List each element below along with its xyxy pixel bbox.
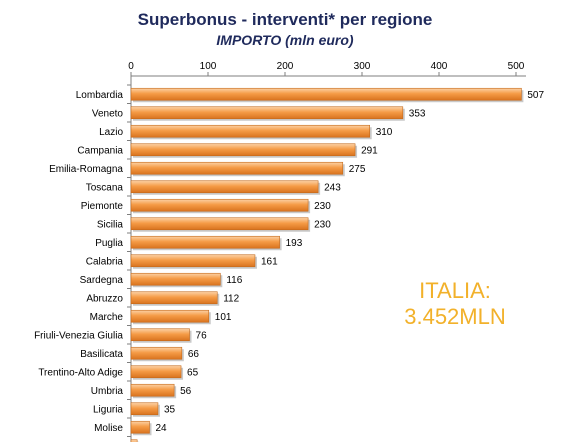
x-tick-label: 500 — [508, 61, 525, 72]
value-label: 243 — [324, 182, 341, 193]
bar — [130, 346, 183, 360]
bar — [130, 272, 221, 286]
category-label: Abruzzo — [86, 293, 123, 304]
category-label: Umbria — [91, 386, 124, 397]
value-label: 101 — [215, 312, 232, 323]
bar — [130, 291, 218, 305]
category-label: Marche — [90, 312, 124, 323]
value-label: 310 — [376, 127, 393, 138]
bar — [130, 254, 256, 268]
x-tick-label: 100 — [200, 61, 217, 72]
value-label: 65 — [187, 367, 199, 378]
bar — [130, 439, 138, 442]
bar — [130, 365, 182, 379]
category-label: Trentino-Alto Adige — [38, 367, 123, 378]
bar — [130, 106, 404, 120]
value-label: 35 — [164, 404, 176, 415]
value-label: 116 — [226, 275, 242, 286]
italia-total-value: 3.452MLN — [404, 304, 506, 329]
x-tick-label: 300 — [354, 61, 371, 72]
value-label: 275 — [349, 164, 366, 175]
bar — [130, 309, 210, 323]
bar-layer: 507 353 310 291 275 243 230 230 193 161 116 112 101 7… — [130, 87, 545, 442]
bar — [130, 161, 344, 175]
bar — [130, 383, 175, 397]
value-label: 230 — [314, 201, 331, 212]
bar — [130, 124, 370, 138]
value-label: 230 — [314, 219, 331, 230]
category-label: Liguria — [93, 404, 123, 415]
category-label: Friuli-Venezia Giulia — [34, 330, 123, 341]
category-label: Basilicata — [80, 349, 123, 360]
category-label: Sardegna — [80, 275, 124, 286]
value-label: 291 — [361, 145, 378, 156]
x-tick-label: 400 — [431, 61, 448, 72]
bar — [130, 420, 150, 434]
chart-subtitle: IMPORTO (mln euro) — [216, 32, 354, 48]
value-label: 507 — [527, 90, 544, 101]
category-label: Toscana — [86, 182, 124, 193]
x-tick-label: 200 — [277, 61, 294, 72]
category-label: Piemonte — [81, 201, 124, 212]
value-label: 56 — [180, 386, 192, 397]
value-label: 193 — [286, 238, 303, 249]
value-label: 353 — [409, 108, 426, 119]
bar — [130, 143, 356, 157]
category-label: Campania — [77, 145, 123, 156]
value-label: 66 — [188, 349, 200, 360]
category-label: Calabria — [86, 256, 124, 267]
category-label: Lazio — [99, 127, 123, 138]
bar — [130, 402, 159, 416]
value-label: 112 — [223, 293, 239, 304]
x-tick-label: 0 — [128, 61, 134, 72]
value-label: 161 — [261, 256, 278, 267]
category-label: Emilia-Romagna — [49, 164, 123, 175]
bar — [130, 87, 522, 101]
category-label: Veneto — [92, 108, 124, 119]
italia-total-label: ITALIA: — [419, 278, 491, 303]
category-label: Molise — [94, 423, 123, 434]
category-label: Lombardia — [76, 90, 124, 101]
category-label: Sicilia — [97, 219, 124, 230]
bar — [130, 217, 309, 231]
category-label: Puglia — [95, 238, 123, 249]
bar — [130, 180, 319, 194]
bar — [130, 198, 309, 212]
value-label: 24 — [155, 423, 167, 434]
value-label: 76 — [196, 330, 208, 341]
bar — [130, 328, 190, 342]
chart-title: Superbonus - interventi* per regione — [137, 10, 433, 29]
bar — [130, 235, 280, 249]
